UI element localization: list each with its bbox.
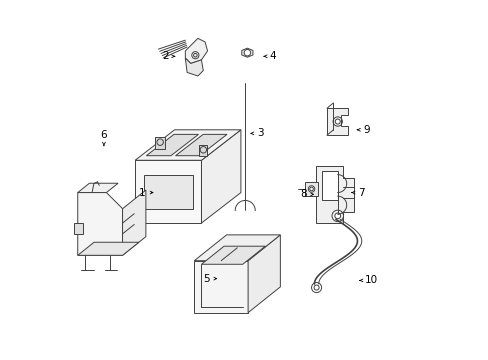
Polygon shape <box>247 235 280 313</box>
Polygon shape <box>78 242 139 255</box>
Text: 2: 2 <box>162 51 174 61</box>
Text: 4: 4 <box>264 51 276 61</box>
Polygon shape <box>199 145 207 156</box>
Text: 1: 1 <box>139 188 153 198</box>
Text: 3: 3 <box>250 129 264 138</box>
Polygon shape <box>155 137 164 149</box>
Polygon shape <box>78 183 118 193</box>
Polygon shape <box>135 130 241 160</box>
Polygon shape <box>146 134 198 156</box>
Circle shape <box>244 49 250 56</box>
Polygon shape <box>194 235 280 261</box>
Polygon shape <box>201 246 265 264</box>
Polygon shape <box>194 261 247 313</box>
Polygon shape <box>305 182 317 196</box>
Text: 8: 8 <box>300 189 313 199</box>
Text: 5: 5 <box>203 274 216 284</box>
Circle shape <box>334 213 340 219</box>
Circle shape <box>335 119 340 124</box>
Polygon shape <box>135 160 201 223</box>
Polygon shape <box>185 39 207 63</box>
Text: 9: 9 <box>357 125 369 135</box>
Polygon shape <box>122 190 145 255</box>
Polygon shape <box>321 171 337 200</box>
Polygon shape <box>241 48 252 57</box>
Polygon shape <box>78 193 122 255</box>
Polygon shape <box>144 175 192 209</box>
Circle shape <box>313 285 319 290</box>
Circle shape <box>308 186 314 192</box>
Polygon shape <box>175 134 226 156</box>
Polygon shape <box>74 223 83 234</box>
Polygon shape <box>201 130 241 223</box>
Text: 7: 7 <box>351 188 364 198</box>
Polygon shape <box>326 108 348 135</box>
Text: 10: 10 <box>359 275 378 285</box>
Text: 6: 6 <box>101 130 107 146</box>
Polygon shape <box>316 166 353 223</box>
Polygon shape <box>185 58 203 76</box>
